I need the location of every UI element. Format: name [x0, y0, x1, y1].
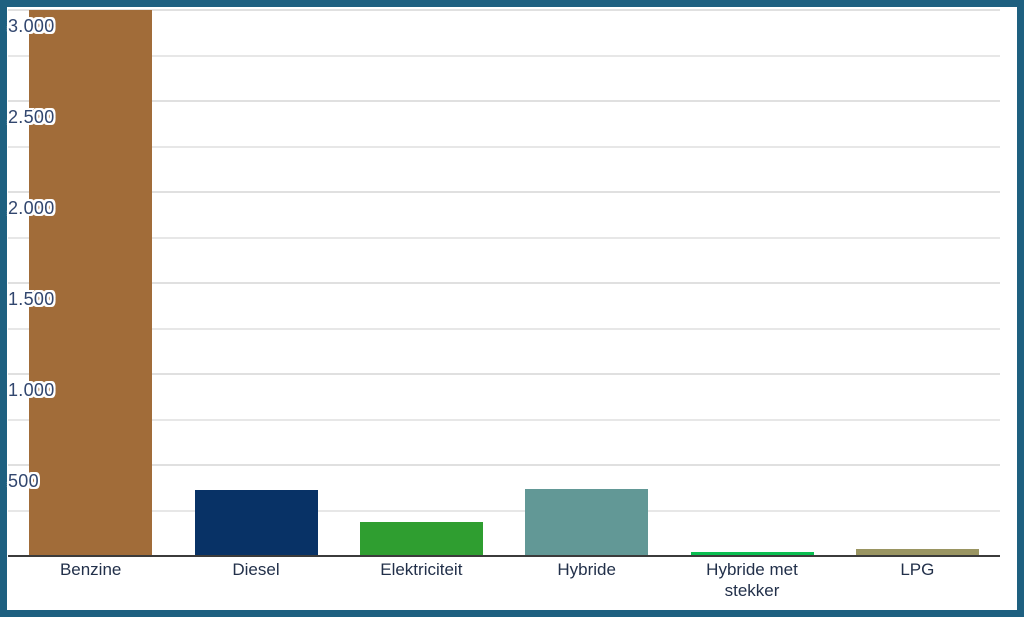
y-tick-label-3000: 3.000 — [8, 16, 55, 36]
y-tick-label-2000: 2.000 — [8, 198, 55, 218]
gridline-250 — [8, 509, 1000, 512]
x-label-hybride-met-stekker: Hybride met stekker — [706, 560, 798, 600]
gridline-2250 — [8, 145, 1000, 148]
bar-hybride[interactable] — [525, 489, 649, 556]
x-label-elektriciteit: Elektriciteit — [380, 560, 463, 579]
bar-hybride-met-stekker[interactable] — [690, 552, 814, 556]
bar-benzine[interactable] — [29, 10, 153, 556]
gridline-500 — [8, 464, 1000, 466]
gridline-2000 — [8, 191, 1000, 193]
gridline-750 — [8, 418, 1000, 421]
gridline-1750 — [8, 236, 1000, 239]
y-tick-label-500: 500 — [8, 471, 39, 491]
x-label-diesel: Diesel — [232, 560, 280, 579]
bar-lpg[interactable] — [855, 549, 979, 556]
y-tick-label-1500: 1.500 — [8, 289, 55, 309]
bar-elektriciteit[interactable] — [359, 522, 483, 556]
x-label-lpg: LPG — [900, 560, 935, 579]
x-label-hybride: Hybride — [557, 560, 616, 579]
gridline-1500 — [8, 282, 1000, 284]
gridline-2500 — [8, 100, 1000, 102]
gridline-2750 — [8, 54, 1000, 57]
y-tick-label-1000: 1.000 — [8, 380, 55, 400]
y-tick-label-2500: 2.500 — [8, 107, 55, 127]
x-axis-line — [8, 555, 1000, 557]
gridline-1000 — [8, 373, 1000, 375]
gridline-3000 — [8, 9, 1000, 11]
x-label-benzine: Benzine — [59, 560, 122, 579]
plot-area: 500 1.000 1.500 2.000 2.500 3.000 — [8, 9, 1000, 557]
bar-diesel[interactable] — [194, 490, 318, 556]
gridline-1250 — [8, 327, 1000, 330]
